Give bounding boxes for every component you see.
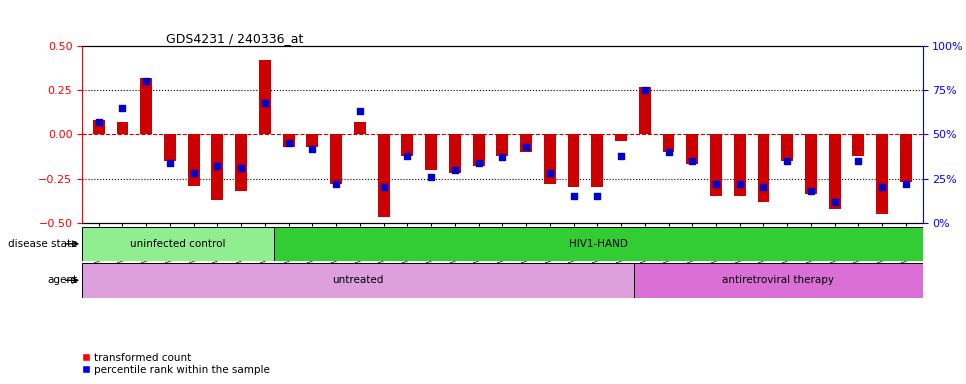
Point bbox=[281, 140, 297, 146]
Bar bbox=[591, 134, 603, 187]
Text: disease state: disease state bbox=[8, 239, 77, 249]
Bar bbox=[259, 60, 270, 134]
Text: antiretroviral therapy: antiretroviral therapy bbox=[723, 275, 835, 285]
Point bbox=[637, 87, 652, 93]
Bar bbox=[829, 134, 840, 209]
Point bbox=[755, 184, 771, 190]
Bar bbox=[852, 134, 865, 156]
Point bbox=[304, 146, 320, 152]
Bar bbox=[544, 134, 555, 184]
Bar bbox=[900, 134, 912, 182]
Point bbox=[898, 181, 914, 187]
Bar bbox=[449, 134, 461, 173]
Bar bbox=[876, 134, 888, 214]
Bar bbox=[378, 134, 389, 217]
Point bbox=[400, 152, 415, 159]
Point bbox=[376, 184, 391, 190]
Point bbox=[423, 174, 439, 180]
Bar bbox=[781, 134, 793, 161]
Point bbox=[470, 160, 486, 166]
Point bbox=[803, 188, 818, 194]
Point bbox=[542, 170, 557, 176]
Bar bbox=[274, 227, 923, 261]
Bar bbox=[212, 134, 223, 200]
Bar bbox=[306, 134, 319, 147]
Bar bbox=[520, 134, 532, 152]
Text: uninfected control: uninfected control bbox=[130, 239, 226, 249]
Bar bbox=[686, 134, 698, 164]
Point bbox=[115, 105, 130, 111]
Point bbox=[851, 158, 867, 164]
Point bbox=[780, 158, 795, 164]
Legend: transformed count, percentile rank within the sample: transformed count, percentile rank withi… bbox=[77, 348, 274, 379]
Bar bbox=[330, 134, 342, 184]
Bar bbox=[164, 134, 176, 161]
Bar bbox=[187, 134, 200, 185]
Bar bbox=[472, 134, 485, 166]
Text: GDS4231 / 240336_at: GDS4231 / 240336_at bbox=[166, 32, 303, 45]
Point bbox=[732, 181, 748, 187]
Bar bbox=[805, 134, 817, 194]
Point bbox=[661, 149, 676, 155]
Point bbox=[827, 199, 842, 205]
Point bbox=[234, 165, 249, 171]
Point bbox=[495, 154, 510, 161]
Point bbox=[353, 108, 368, 114]
Bar bbox=[425, 134, 437, 170]
Bar bbox=[140, 78, 153, 134]
Bar bbox=[497, 134, 508, 156]
Point bbox=[447, 167, 463, 173]
Bar bbox=[82, 263, 635, 298]
Point bbox=[685, 158, 700, 164]
Point bbox=[210, 163, 225, 169]
Text: untreated: untreated bbox=[332, 275, 384, 285]
Point bbox=[257, 99, 272, 106]
Bar bbox=[283, 134, 295, 147]
Bar bbox=[82, 227, 274, 261]
Bar bbox=[117, 122, 128, 134]
Bar bbox=[93, 120, 104, 134]
Point bbox=[162, 160, 178, 166]
Point bbox=[613, 152, 629, 159]
Bar bbox=[639, 87, 651, 134]
Bar bbox=[635, 263, 923, 298]
Point bbox=[589, 193, 605, 199]
Bar bbox=[757, 134, 769, 202]
Bar bbox=[710, 134, 722, 196]
Text: agent: agent bbox=[47, 275, 77, 285]
Point bbox=[138, 78, 154, 84]
Bar bbox=[402, 134, 413, 156]
Bar bbox=[568, 134, 580, 187]
Point bbox=[186, 170, 202, 176]
Point bbox=[328, 181, 344, 187]
Point bbox=[566, 193, 582, 199]
Point bbox=[708, 181, 724, 187]
Point bbox=[519, 144, 534, 150]
Bar bbox=[354, 122, 366, 134]
Bar bbox=[615, 134, 627, 141]
Bar bbox=[236, 134, 247, 191]
Point bbox=[91, 119, 106, 125]
Text: HIV1-HAND: HIV1-HAND bbox=[569, 239, 628, 249]
Bar bbox=[663, 134, 674, 152]
Point bbox=[874, 184, 890, 190]
Bar bbox=[734, 134, 746, 196]
